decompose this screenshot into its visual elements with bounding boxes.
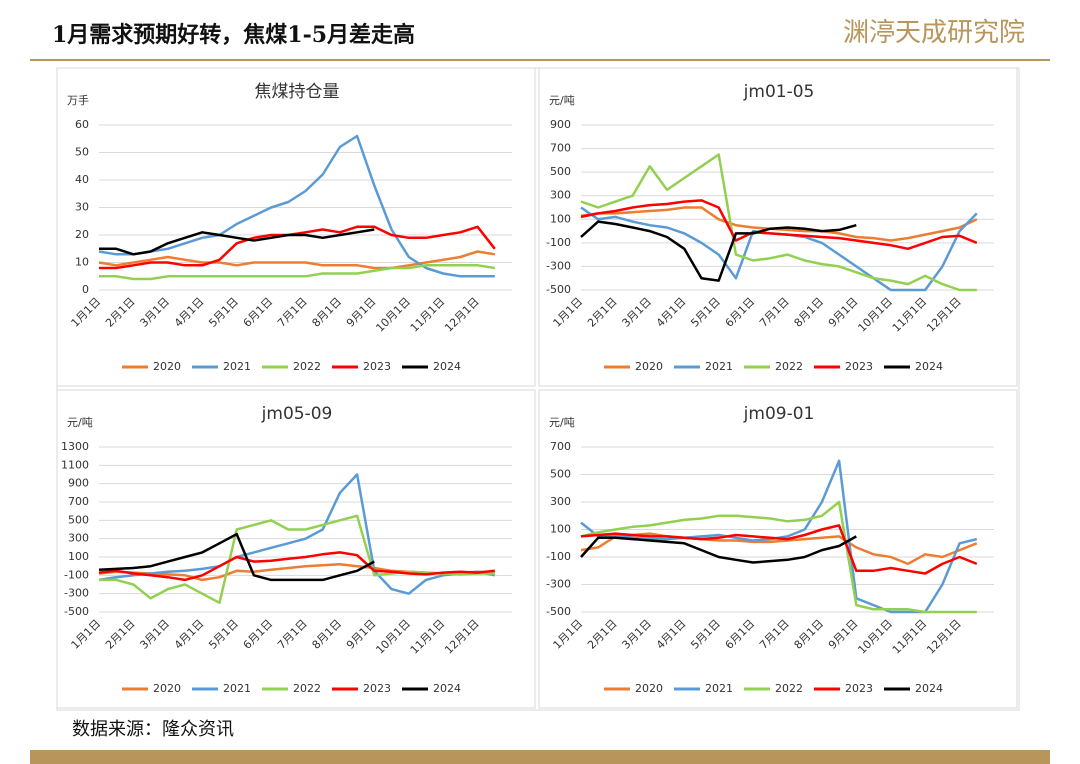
series-line [98, 134, 495, 278]
y-tick-label: 30 [75, 201, 89, 214]
series-line [99, 228, 375, 256]
legend-label: 2020 [635, 360, 663, 373]
y-tick-label: 100 [550, 212, 571, 225]
y-tick-label: -500 [546, 605, 571, 618]
y-tick-label: 900 [68, 477, 89, 490]
source-note: 数据来源：隆众资讯 [72, 719, 234, 740]
y-tick-label: -500 [64, 605, 89, 618]
y-tick-label: -300 [64, 587, 89, 600]
y-tick-label: 0 [82, 283, 89, 296]
y-tick-label: -300 [546, 578, 571, 591]
legend-label: 2024 [915, 360, 943, 373]
legend-label: 2023 [363, 360, 391, 373]
series-line [98, 532, 375, 582]
y-tick-label: -100 [546, 550, 571, 563]
series-line [580, 220, 857, 282]
y-tick-label: 300 [550, 189, 571, 202]
series-line [99, 514, 495, 605]
y-tick-label: -300 [546, 259, 571, 272]
legend-label: 2023 [845, 682, 873, 695]
y-tick-label: 1300 [61, 440, 89, 453]
series-line [580, 524, 978, 575]
series-line [580, 500, 977, 614]
y-tick-label: 300 [68, 532, 89, 545]
legend-label: 2023 [845, 360, 873, 373]
series-line [98, 250, 496, 270]
series-line [580, 535, 857, 564]
y-tick-label: 1100 [61, 458, 89, 471]
chart-panel [538, 389, 1018, 709]
y-tick-label: 700 [68, 495, 89, 508]
y-tick-label: 100 [68, 550, 89, 563]
legend-label: 2020 [153, 682, 181, 695]
legend-label: 2020 [635, 682, 663, 695]
page-title: 1月需求预期好转，焦煤1-5月差走高 [52, 22, 415, 48]
legend-label: 2022 [775, 682, 803, 695]
legend-label: 2024 [433, 360, 461, 373]
y-tick-label: 900 [550, 118, 571, 131]
series-line [580, 153, 977, 292]
y-tick-label: 20 [75, 228, 89, 241]
y-axis-unit: 元/吨 [549, 416, 575, 429]
y-tick-label: -100 [64, 568, 89, 581]
y-axis-unit: 元/吨 [67, 416, 93, 429]
series-line [99, 225, 496, 270]
legend-label: 2021 [223, 360, 251, 373]
y-axis-unit: 元/吨 [549, 94, 575, 107]
series-line [98, 551, 495, 582]
y-tick-label: 500 [550, 165, 571, 178]
legend-label: 2024 [433, 682, 461, 695]
y-tick-label: -500 [546, 283, 571, 296]
y-tick-label: 10 [75, 256, 89, 269]
series-line [98, 473, 496, 595]
legend-label: 2023 [363, 682, 391, 695]
series-line [580, 532, 978, 566]
legend-label: 2021 [223, 682, 251, 695]
legend-label: 2024 [915, 682, 943, 695]
chart-title: jm05-09 [261, 404, 333, 424]
y-tick-label: 700 [550, 440, 571, 453]
y-tick-label: 700 [550, 142, 571, 155]
legend-label: 2020 [153, 360, 181, 373]
chart-panel [56, 67, 536, 387]
chart-title: jm01-05 [743, 82, 815, 102]
series-line [580, 199, 978, 251]
legend-label: 2022 [293, 360, 321, 373]
panel-frame [56, 67, 1020, 711]
y-tick-label: 100 [550, 523, 571, 536]
footer-bar [30, 750, 1050, 764]
y-tick-label: 300 [550, 495, 571, 508]
chart-title: 焦煤持仓量 [255, 82, 340, 102]
series-line [99, 264, 495, 281]
legend-label: 2021 [705, 682, 733, 695]
y-tick-label: 500 [550, 468, 571, 481]
y-tick-label: 60 [75, 118, 89, 131]
legend-label: 2022 [775, 360, 803, 373]
y-tick-label: 500 [68, 513, 89, 526]
y-tick-label: -100 [546, 236, 571, 249]
y-tick-label: 50 [75, 146, 89, 159]
legend-label: 2022 [293, 682, 321, 695]
legend-label: 2021 [705, 360, 733, 373]
chart-title: jm09-01 [743, 404, 815, 424]
logo: 渊渟天成研究院 [843, 18, 1025, 48]
chart-panel [56, 389, 536, 709]
y-axis-unit: 万手 [67, 93, 89, 107]
y-tick-label: 40 [75, 173, 89, 186]
